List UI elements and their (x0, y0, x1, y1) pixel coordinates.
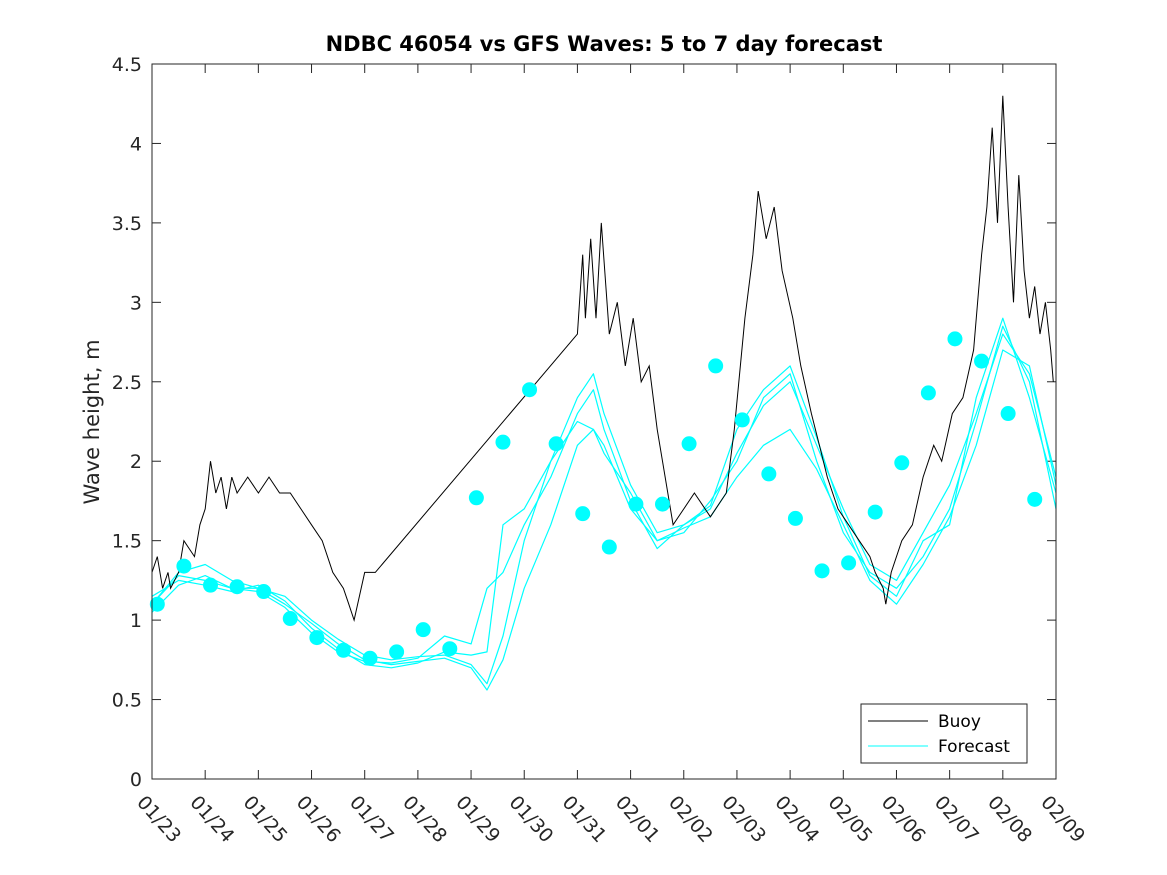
forecast-marker (495, 434, 511, 450)
forecast-marker (522, 382, 538, 398)
forecast-line-run-1 (151, 333, 1057, 685)
forecast-marker (575, 506, 591, 522)
forecast-marker (415, 622, 431, 638)
forecast-marker (654, 496, 670, 512)
plot-area (152, 64, 1056, 779)
forecast-marker (1027, 491, 1043, 507)
buoy-line (151, 95, 1054, 622)
forecast-marker (734, 412, 750, 428)
legend-forecast-label: Forecast (938, 737, 1010, 757)
y-tick-label: 1.5 (112, 531, 142, 553)
forecast-marker (628, 496, 644, 512)
y-tick-label: 2 (130, 451, 142, 473)
chart-title: NDBC 46054 vs GFS Waves: 5 to 7 day fore… (326, 32, 883, 56)
y-tick-label: 3 (130, 292, 142, 314)
y-tick-label: 3.5 (112, 213, 142, 235)
forecast-marker (787, 510, 803, 526)
forecast-marker (1000, 406, 1016, 422)
forecast-marker (468, 490, 484, 506)
forecast-marker (442, 641, 458, 657)
forecast-marker (149, 596, 165, 612)
forecast-marker (920, 385, 936, 401)
legend-buoy-label: Buoy (938, 712, 981, 732)
forecast-marker (867, 504, 883, 520)
forecast-marker (708, 358, 724, 374)
forecast-marker (761, 466, 777, 482)
forecast-marker (894, 455, 910, 471)
forecast-marker (282, 611, 298, 627)
axes-box (151, 63, 1057, 780)
forecast-marker (256, 584, 272, 600)
forecast-marker (362, 650, 378, 666)
y-axis-label: Wave height, m (80, 339, 104, 504)
forecast-marker (841, 555, 857, 571)
forecast-marker (974, 353, 990, 369)
forecast-marker (176, 558, 192, 574)
legend-box (860, 703, 1028, 764)
y-tick-label: 4 (130, 133, 142, 155)
forecast-marker (947, 331, 963, 347)
forecast-marker (202, 577, 218, 593)
y-tick-label: 1 (130, 610, 142, 632)
forecast-marker (601, 539, 617, 555)
forecast-marker (814, 563, 830, 579)
forecast-marker (389, 644, 405, 660)
y-tick-label: 0.5 (112, 690, 142, 712)
forecast-marker (681, 436, 697, 452)
legend: Buoy Forecast (860, 703, 1028, 764)
forecast-line-run-3 (151, 325, 1057, 669)
forecast-marker (548, 436, 564, 452)
y-tick-label: 2.5 (112, 372, 142, 394)
forecast-marker (335, 642, 351, 658)
plot-series (149, 95, 1057, 691)
forecast-marker (309, 630, 325, 646)
forecast-marker (229, 579, 245, 595)
y-tick-label: 0 (130, 769, 142, 791)
y-tick-label: 4.5 (112, 54, 142, 76)
